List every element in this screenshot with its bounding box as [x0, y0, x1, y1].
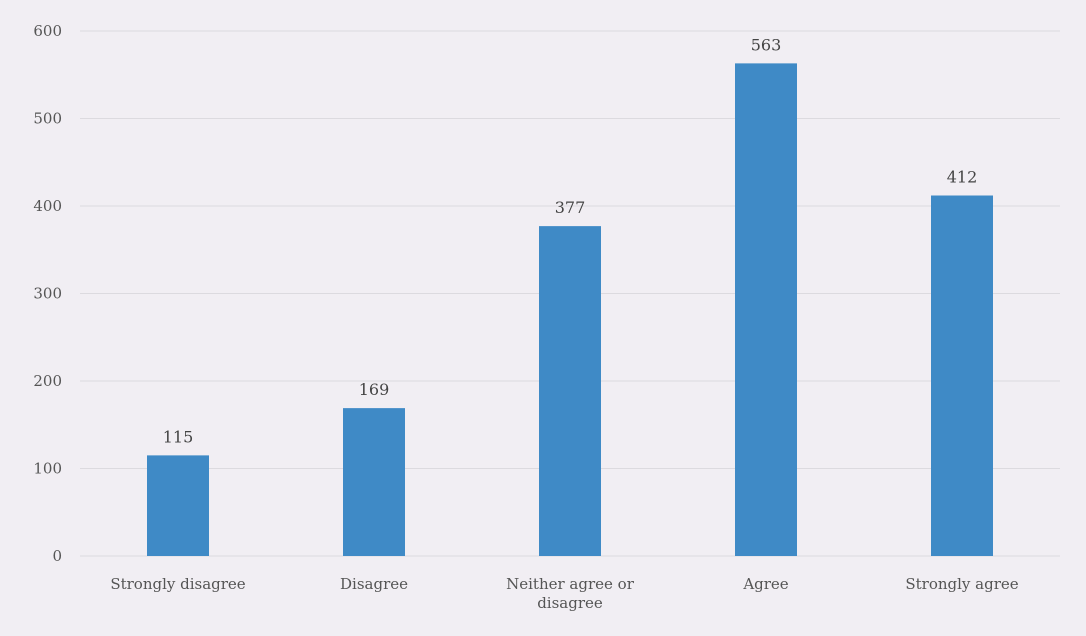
x-tick-label-line: Disagree [340, 575, 408, 593]
x-tick-label-line: Strongly disagree [110, 575, 245, 593]
x-tick-label-line: Strongly agree [905, 575, 1018, 593]
bars [147, 63, 993, 556]
bar [343, 408, 405, 556]
x-tick-label-line: Neither agree or [506, 575, 635, 593]
data-label: 115 [163, 427, 194, 446]
data-label: 563 [751, 35, 782, 54]
x-tick-label: Strongly disagree [110, 575, 245, 593]
x-tick-label: Neither agree or disagree [506, 575, 635, 612]
data-label: 169 [359, 380, 390, 399]
x-tick-label: Strongly agree [905, 575, 1018, 593]
x-tick-label: Agree [742, 575, 788, 593]
bar [147, 455, 209, 556]
y-tick-label: 0 [52, 547, 62, 565]
y-tick-label: 500 [33, 110, 62, 128]
bar [931, 195, 993, 556]
y-tick-label: 600 [33, 22, 62, 40]
y-tick-label: 300 [33, 285, 62, 303]
y-tick-label: 400 [33, 197, 62, 215]
y-tick-label: 100 [33, 460, 62, 478]
y-axis-ticks: 0 100 200 300 400 500 600 [33, 22, 62, 565]
data-label: 412 [947, 168, 978, 187]
y-tick-label: 200 [33, 372, 62, 390]
x-tick-label: Disagree [340, 575, 408, 593]
data-label: 377 [555, 198, 586, 217]
data-labels: 115 169 377 563 412 [163, 35, 978, 446]
x-tick-label-line: disagree [537, 594, 603, 612]
bar [539, 226, 601, 556]
x-tick-label-line: Agree [742, 575, 788, 593]
x-axis-ticks: Strongly disagree Disagree Neither agree o… [110, 575, 1018, 612]
bar [735, 63, 797, 556]
